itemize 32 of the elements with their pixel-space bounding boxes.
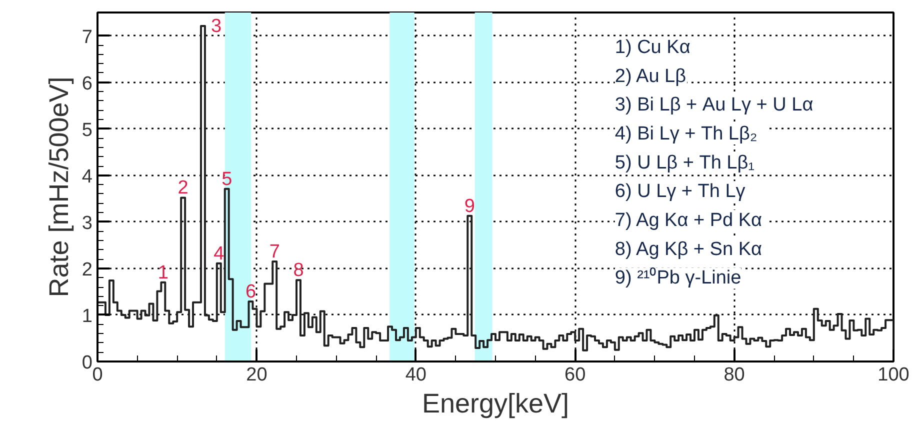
y-tick-label: 3 xyxy=(82,212,93,234)
y-tick-label: 6 xyxy=(82,73,93,94)
annotation: 9 xyxy=(464,196,475,217)
y-tick-label: 4 xyxy=(82,166,93,188)
x-tick-label: 60 xyxy=(564,364,586,386)
annotation: 7 xyxy=(269,241,280,262)
annotation: 1 xyxy=(158,262,168,284)
annotation: 3 xyxy=(210,16,222,37)
annotation: 9) ²¹⁰Pb γ-Linie xyxy=(614,266,742,289)
annotation: 4) Bi Lγ + Th Lβ₂ xyxy=(614,123,758,144)
annotation: 5) U Lβ + Th Lβ₁ xyxy=(614,152,755,174)
annotation: 4 xyxy=(214,243,225,264)
y-tick-label: 7 xyxy=(82,26,93,48)
x-tick-label: 40 xyxy=(405,364,426,386)
annotation: 6 xyxy=(245,281,256,302)
annotation: 1) Cu Kα xyxy=(614,36,690,58)
y-tick-label: 1 xyxy=(82,306,93,327)
annotation: 8 xyxy=(293,260,304,282)
annotation: 8) Ag Kβ + Sn Kα xyxy=(614,238,762,260)
x-tick-label: 20 xyxy=(246,364,268,386)
annotation: 2) Au Lβ xyxy=(614,66,686,87)
x-axis-title: Energy[keV] xyxy=(422,388,570,418)
annotation: 3) Bi Lβ + Au Lγ + U Lα xyxy=(614,94,814,116)
annotation: 6) U Lγ + Th Lγ xyxy=(614,181,746,202)
x-tick-label: 100 xyxy=(878,364,910,386)
y-tick-label: 2 xyxy=(82,259,93,280)
annotation: 2 xyxy=(178,178,188,199)
y-tick-label: 5 xyxy=(82,120,93,141)
x-tick-label: 80 xyxy=(724,364,745,386)
annotation: 7) Ag Kα + Pd Kα xyxy=(614,210,762,232)
annotation: 5 xyxy=(222,168,232,190)
y-axis-title: Rate [mHz/500eV] xyxy=(44,76,74,298)
